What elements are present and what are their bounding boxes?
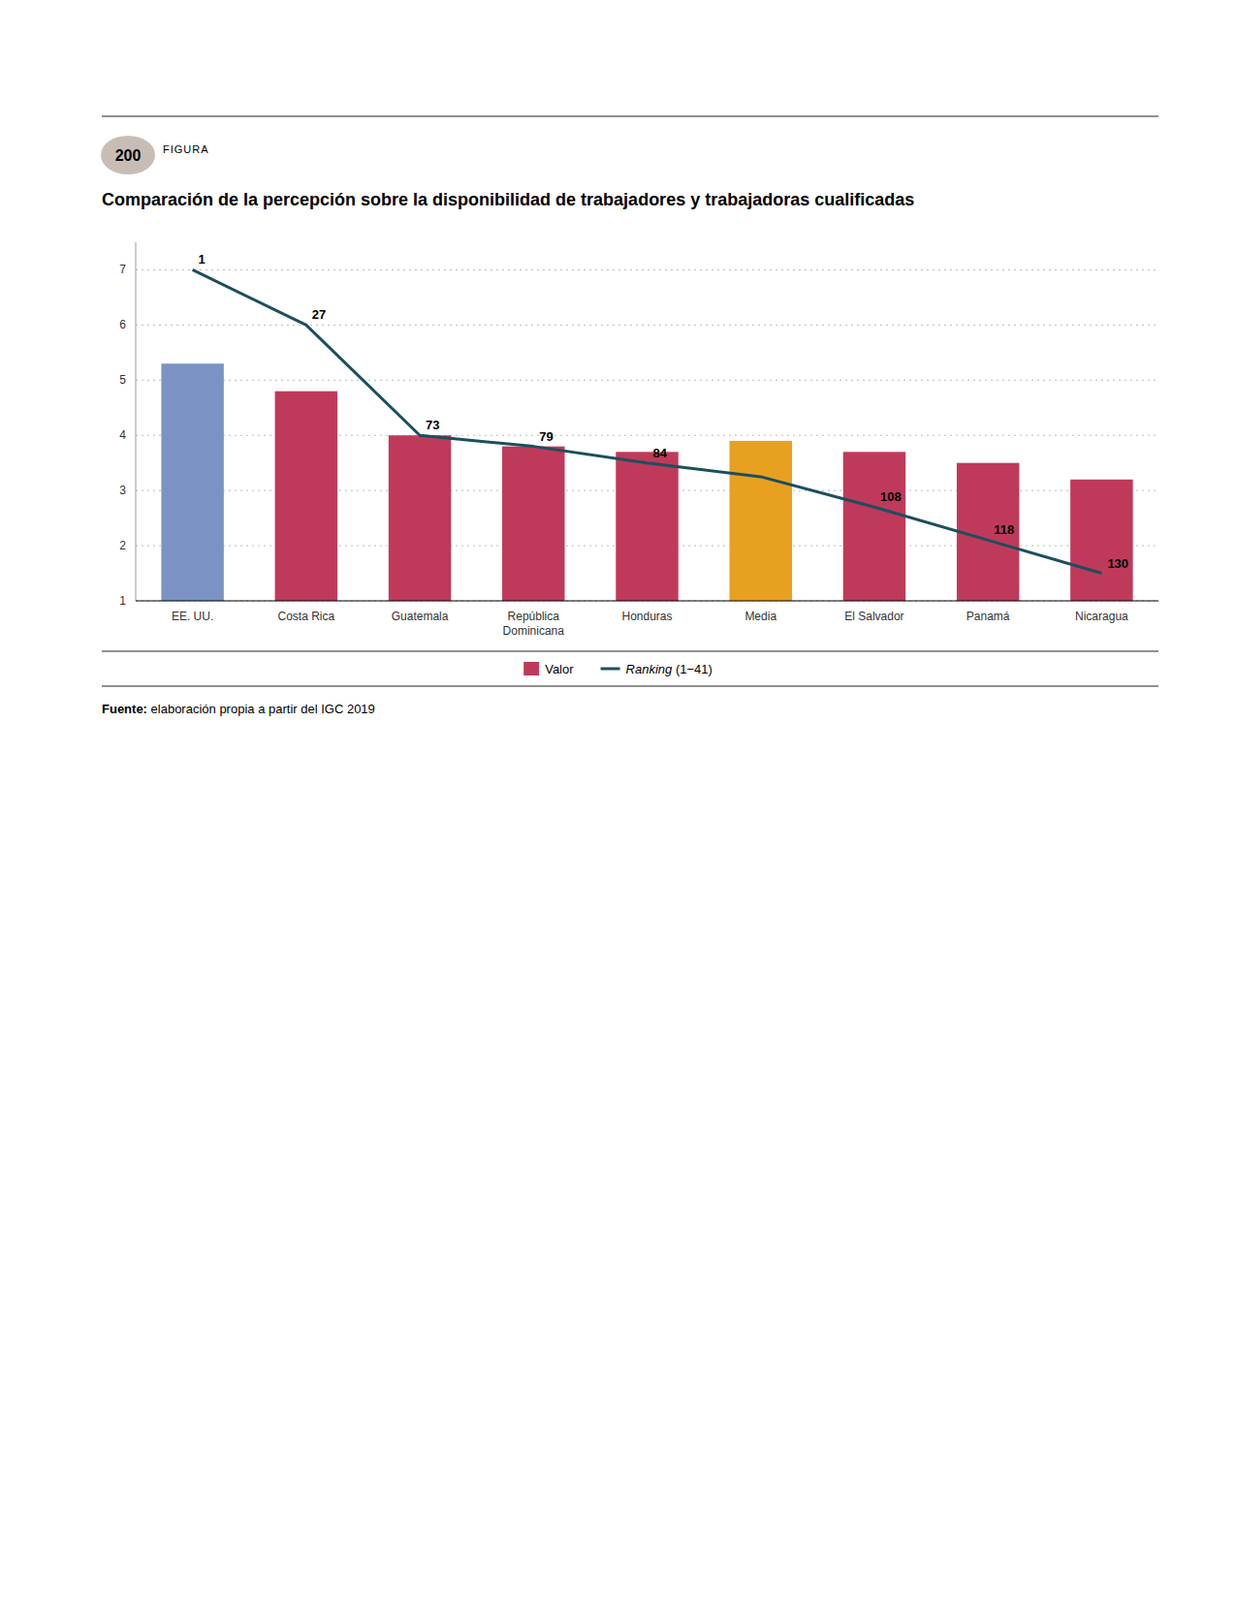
y-tick-label: 6 [119, 317, 127, 332]
x-tick-label: Media [744, 609, 777, 624]
y-tick-label: 3 [119, 483, 127, 498]
bar [615, 451, 678, 602]
bar [275, 391, 338, 602]
source-text: elaboración propia a partir del IGC 2019 [147, 701, 376, 717]
bar [160, 363, 223, 602]
x-tick-label: Panamá [966, 609, 1011, 624]
figure-prefix: FIGURA [162, 143, 210, 156]
y-tick-label: 2 [119, 538, 127, 553]
bar [843, 451, 906, 602]
bar [956, 463, 1019, 602]
legend: Valor Ranking (1−41) [523, 662, 713, 677]
line [192, 269, 1103, 573]
source-bold: Fuente: [101, 701, 148, 717]
legend-label: Valor [544, 662, 574, 677]
legend-swatch [601, 667, 621, 671]
y-tick-label: 7 [119, 262, 127, 277]
x-tick-label: Nicaragua [1075, 609, 1129, 624]
chart: 200 FIGURA Comparación de la percepción so… [0, 0, 1236, 1600]
bar [1070, 479, 1133, 602]
legend-swatch [523, 662, 539, 676]
plot-area [160, 269, 1133, 602]
rule [101, 116, 1159, 118]
rank-label: 118 [993, 522, 1015, 538]
x-tick-label: Costa Rica [277, 609, 335, 624]
grid-line [135, 269, 1159, 271]
grid-line [135, 601, 1159, 603]
background [0, 0, 1236, 1600]
rank-label: 1 [198, 252, 206, 267]
y-tick-label: 4 [119, 428, 127, 443]
x-tick-label: Guatemala [391, 609, 449, 624]
figure-label: 200 [115, 147, 142, 164]
rank-label: 27 [312, 307, 326, 322]
legend-label: Ranking (1−41) [626, 662, 713, 677]
badge [100, 135, 156, 175]
y-tick-label: 5 [119, 373, 127, 387]
bar [388, 435, 451, 602]
grid-line [135, 324, 1159, 326]
rank-label: 130 [1107, 556, 1129, 571]
x-tick-label: El Salvador [844, 609, 904, 624]
y-axis [135, 242, 137, 602]
x-tick-label: EE. UU. [171, 609, 214, 624]
x-axis [135, 601, 1159, 603]
rank-label: 79 [538, 429, 553, 444]
bar [502, 446, 565, 602]
grid-line [135, 380, 1159, 381]
x-tick-label: Honduras [621, 609, 672, 624]
rank-label: 108 [880, 489, 902, 505]
y-tick-label: 1 [119, 594, 127, 608]
source: Fuente: elaboración propia a partir del … [101, 701, 376, 717]
title: Comparación de la percepción sobre la di… [101, 190, 915, 210]
rank-label: 84 [653, 445, 668, 461]
rank-label: 73 [425, 417, 440, 433]
rule [101, 686, 1159, 688]
bar [728, 441, 792, 602]
x-tick-label: RepúblicaDominicana [503, 609, 566, 638]
rule [101, 651, 1159, 653]
